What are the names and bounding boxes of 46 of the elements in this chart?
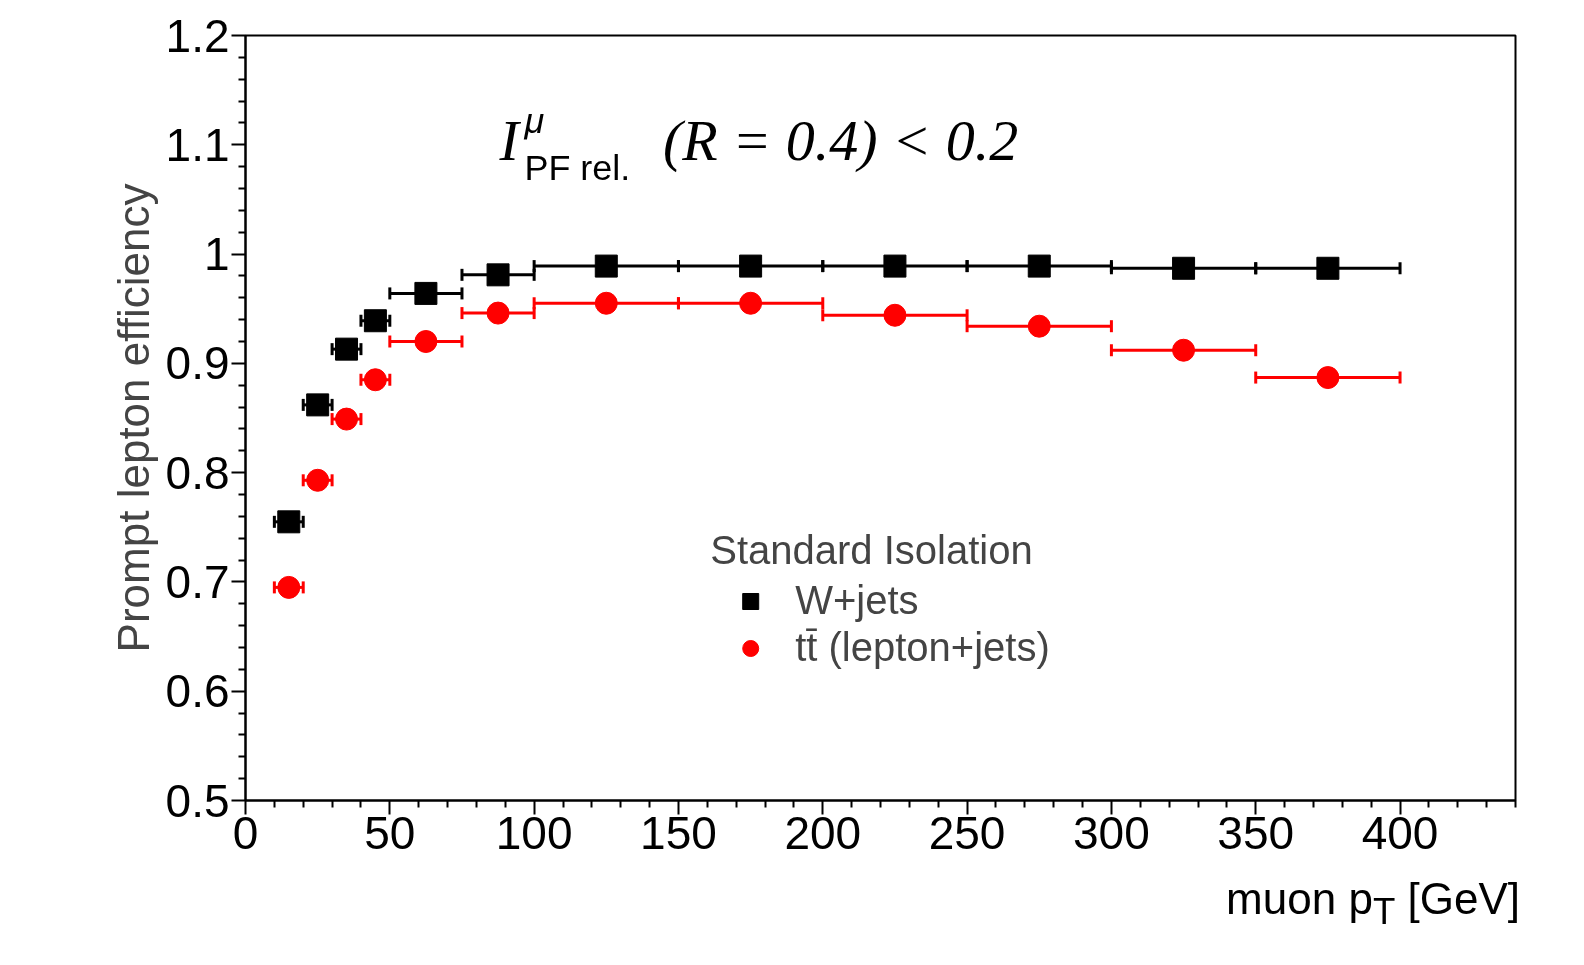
point [306, 468, 330, 492]
y-tick-label: 1.1 [165, 118, 230, 171]
x-tick-label: 350 [1217, 806, 1295, 859]
point [335, 407, 359, 431]
point [414, 281, 438, 305]
legend-title: Standard Isolation [710, 528, 1034, 573]
point [883, 303, 907, 327]
point [594, 291, 618, 315]
y-tick-label: 0.6 [165, 665, 230, 718]
point [1316, 256, 1340, 280]
point [739, 291, 763, 315]
x-tick-label: 50 [364, 806, 416, 859]
legend-label: tt̄ (lepton+jets) [795, 625, 1050, 670]
point [363, 309, 387, 333]
point [1172, 338, 1196, 362]
point [594, 254, 618, 278]
point [277, 510, 301, 534]
point [486, 263, 510, 287]
point [1027, 254, 1051, 278]
y-tick-label: 0.8 [165, 446, 230, 499]
y-tick-label: 1 [203, 228, 230, 281]
y-tick-label: 1.2 [165, 9, 230, 62]
point [335, 337, 359, 361]
x-tick-label: 100 [495, 806, 573, 859]
point [277, 575, 301, 599]
y-tick-label: 0.7 [165, 555, 230, 608]
point [486, 301, 510, 325]
point [883, 254, 907, 278]
x-tick-label: 150 [640, 806, 717, 859]
point [306, 393, 330, 417]
x-tick-label: 0 [232, 806, 259, 859]
point [363, 368, 387, 392]
point [739, 254, 763, 278]
point [1172, 256, 1196, 280]
point [1027, 314, 1051, 338]
x-tick-label: 250 [928, 806, 1006, 859]
point [414, 330, 438, 353]
y-tick-label: 0.5 [165, 774, 230, 827]
x-tick-label: 300 [1073, 806, 1150, 859]
y-tick-label: 0.9 [165, 337, 230, 390]
x-axis-title: muon p$_{T}$ [GeV] [1226, 874, 1520, 933]
x-tick-label: 200 [784, 806, 862, 859]
legend-label: W+jets [795, 578, 919, 623]
point [1316, 366, 1340, 390]
x-tick-label: 400 [1361, 806, 1439, 859]
y-axis-title: Prompt lepton efficiency [108, 183, 158, 653]
